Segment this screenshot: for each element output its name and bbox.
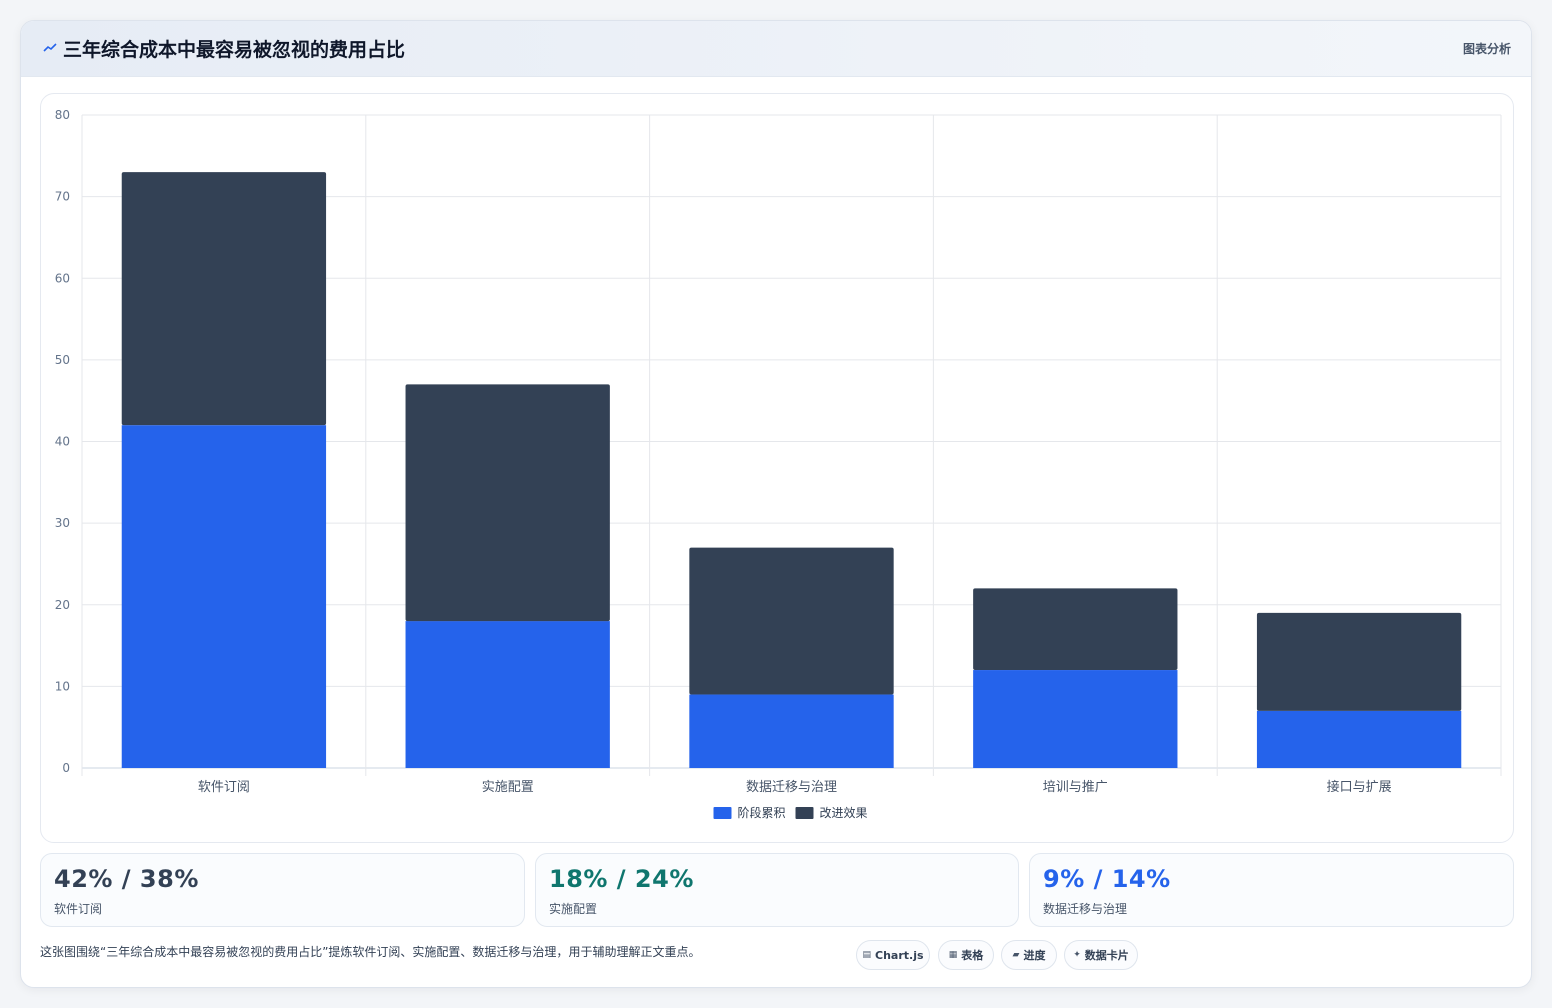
x-tick-label: 软件订阅 xyxy=(198,780,250,795)
stat-card-software: 42% / 38% 软件订阅 xyxy=(40,853,525,927)
legend-swatch xyxy=(795,807,814,819)
chart-title: 三年综合成本中最容易被忽视的费用占比 xyxy=(63,39,406,61)
stat-label: 数据迁移与治理 xyxy=(1043,902,1128,916)
y-tick-label: 20 xyxy=(55,598,70,612)
stacked-bar-chart: 0 10 20 30 40 50 60 70 80 软件订阅 实施配置 数据迁移与治理 培训与推广 接口与… xyxy=(55,108,1502,820)
stat-card-implementation: 18% / 24% 实施配置 xyxy=(535,853,1019,927)
legend-label: 改进效果 xyxy=(820,805,868,820)
table-icon: ▦ xyxy=(948,950,958,960)
y-tick-label: 40 xyxy=(55,435,70,449)
y-tick-label: 70 xyxy=(55,190,70,204)
stat-value: 18% / 24% xyxy=(549,865,694,893)
bar-improvement-effect xyxy=(973,588,1178,671)
bar-stage-cumulative xyxy=(405,621,610,768)
y-tick-label: 60 xyxy=(55,271,70,285)
bar-improvement-effect xyxy=(121,172,327,426)
bar-stage-cumulative xyxy=(689,694,894,768)
pill-label: 表格 xyxy=(961,949,984,962)
sparkle-icon: ✦ xyxy=(1073,950,1081,960)
chart-analysis-tag: 图表分析 xyxy=(1462,42,1511,56)
y-tick-label: 30 xyxy=(55,516,70,530)
pill-progress[interactable]: ▰ 进度 xyxy=(1001,940,1057,970)
stat-value: 42% / 38% xyxy=(54,865,199,893)
pill-label: Chart.js xyxy=(875,948,924,962)
card-header: 三年综合成本中最容易被忽视的费用占比 图表分析 xyxy=(21,21,1531,77)
bar-stage-cumulative xyxy=(1256,710,1462,768)
trend-icon xyxy=(43,43,57,52)
y-tick-label: 0 xyxy=(62,761,70,775)
pill-chartjs[interactable]: ▤ Chart.js xyxy=(856,940,930,970)
x-tick-label: 接口与扩展 xyxy=(1327,779,1392,795)
y-tick-label: 50 xyxy=(55,353,70,367)
pill-label: 数据卡片 xyxy=(1084,949,1129,962)
stat-value: 9% / 14% xyxy=(1043,865,1171,893)
pill-data-card[interactable]: ✦ 数据卡片 xyxy=(1064,940,1138,970)
bar-improvement-effect xyxy=(689,547,894,695)
y-tick-label: 10 xyxy=(55,679,70,693)
x-tick-label: 实施配置 xyxy=(482,780,534,795)
pill-label: 进度 xyxy=(1023,949,1046,962)
bar-improvement-effect xyxy=(1256,612,1462,711)
pill-table[interactable]: ▦ 表格 xyxy=(938,940,994,970)
bar-stage-cumulative xyxy=(973,670,1178,768)
chart-card: 三年综合成本中最容易被忽视的费用占比 图表分析 0 10 20 30 40 50 60 70 8… xyxy=(20,20,1532,988)
legend-swatch xyxy=(713,807,732,819)
progress-icon: ▰ xyxy=(1012,950,1020,960)
stat-card-migration: 9% / 14% 数据迁移与治理 xyxy=(1029,853,1514,927)
x-tick-label: 数据迁移与治理 xyxy=(746,780,837,795)
bar-improvement-effect xyxy=(405,384,610,622)
legend-label: 阶段累积 xyxy=(738,805,786,820)
y-tick-label: 80 xyxy=(55,108,70,122)
stat-label: 软件订阅 xyxy=(54,902,103,916)
bar-stage-cumulative xyxy=(121,425,327,768)
stat-label: 实施配置 xyxy=(549,902,598,916)
x-tick-label: 培训与推广 xyxy=(1043,779,1108,795)
chart-caption: 这张图围绕“三年综合成本中最容易被忽视的费用占比”提炼软件订阅、实施配置、数据迁… xyxy=(40,945,701,959)
chart-icon: ▤ xyxy=(862,950,871,960)
chart-area: 0 10 20 30 40 50 60 70 80 软件订阅 实施配置 数据迁移与治理 培训与推广 接口与… xyxy=(40,93,1514,843)
